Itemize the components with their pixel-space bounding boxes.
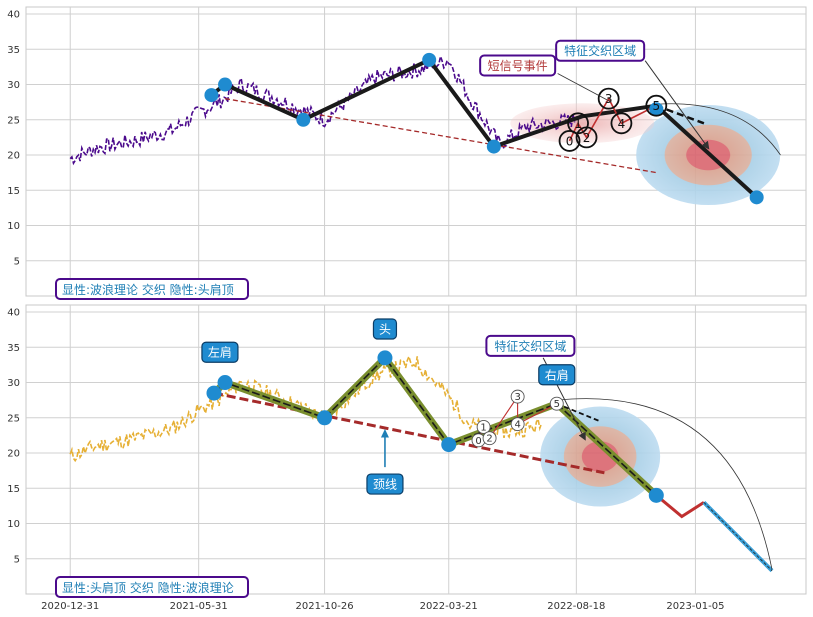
wave-number-circle <box>510 417 525 432</box>
left-shoulder-label: 左肩 <box>208 345 232 360</box>
wave-number-label: 4 <box>514 420 520 431</box>
wave-number-circle <box>645 94 668 117</box>
y-tick-label: 20 <box>7 449 20 460</box>
y-tick-label: 25 <box>7 413 20 424</box>
event-pointer <box>557 73 612 103</box>
y-tick-label: 20 <box>7 151 20 162</box>
pivot-marker <box>649 102 664 117</box>
wave-number-label: 1 <box>574 117 582 131</box>
right-shoulder-label-box <box>538 364 576 386</box>
pivot-marker <box>648 487 664 503</box>
x-tick-label: 2022-08-18 <box>547 601 605 612</box>
head-label: 头 <box>379 322 391 336</box>
feature-pointer <box>644 60 710 150</box>
projection-arc <box>556 398 773 570</box>
pivot-marker <box>377 350 393 366</box>
pivot-marker <box>422 52 437 67</box>
pivot-marker <box>217 375 233 391</box>
y-tick-label: 10 <box>7 519 20 530</box>
top-panel: 5 10 15 20 25 30 35 40 012 34 5 短信号事件 特征交织区域显性:波浪理论 … <box>7 6 807 300</box>
feature-label-box <box>485 334 576 357</box>
pivot-marker <box>206 385 222 401</box>
neckline <box>224 97 657 174</box>
x-tick-label: 2023-01-05 <box>666 601 724 612</box>
wave-tail-red <box>655 494 705 519</box>
event-label: 短信号事件 <box>488 59 548 73</box>
y-tick-label: 10 <box>7 221 20 232</box>
event-label-box <box>479 54 557 77</box>
y-tick-label: 30 <box>7 80 20 91</box>
wave-number-label: 5 <box>554 399 560 410</box>
y-tick-label: 40 <box>7 10 20 21</box>
feature-label: 特征交织区域 <box>494 338 566 353</box>
wave-number-circle <box>558 130 581 152</box>
sub-wave-line <box>568 96 657 142</box>
y-tick-label: 35 <box>7 343 20 354</box>
wave-number-circle <box>610 112 633 135</box>
neckline <box>213 391 605 475</box>
wave-number-label: 0 <box>566 134 574 148</box>
caption-box <box>55 576 249 598</box>
x-tick-label: 2022-03-21 <box>420 601 478 612</box>
pivot-marker <box>296 112 311 127</box>
left-shoulder-label-box <box>201 341 239 363</box>
y-tick-label: 40 <box>7 308 20 319</box>
feature-label-box <box>555 39 646 62</box>
y-tick-label: 35 <box>7 45 20 56</box>
y-tick-label: 30 <box>7 378 20 389</box>
wave-number-circle <box>476 419 491 434</box>
wave-number-circle <box>549 396 564 411</box>
neckline-label-box <box>366 473 404 495</box>
pivot-marker <box>749 190 764 205</box>
wave-number-label: 4 <box>618 117 626 131</box>
y-tick-label: 5 <box>14 256 20 267</box>
y-tick-label: 5 <box>14 554 20 565</box>
x-tick-label: 2020-12-31 <box>41 601 99 612</box>
wave-number-label: 3 <box>514 392 520 403</box>
right-shoulder-label: 右肩 <box>545 367 569 382</box>
neckline-arrow-head <box>380 429 389 438</box>
pivot-marker <box>218 77 233 92</box>
x-tick-label: 2021-05-31 <box>170 601 228 612</box>
neckline-label: 颈线 <box>373 478 397 492</box>
feature-label: 特征交织区域 <box>564 43 636 58</box>
plot-area <box>25 304 807 595</box>
y-tick-label: 25 <box>7 115 20 126</box>
caption: 显性:波浪理论 交织 隐性:头肩顶 <box>62 282 234 297</box>
y-tick-label: 15 <box>7 484 20 495</box>
wave-path <box>210 57 759 199</box>
wave-number-label: 3 <box>605 92 613 106</box>
price-series-line <box>69 53 576 166</box>
feature-zone-ellipse <box>540 406 661 507</box>
projection-arc <box>656 103 781 156</box>
pivot-marker <box>486 139 501 154</box>
wave-number-circle <box>575 126 598 149</box>
wave-number-circle <box>597 87 620 110</box>
wave-number-label: 1 <box>480 422 486 433</box>
wave-number-circle <box>482 431 497 446</box>
wave-tail-blue-core <box>703 502 773 571</box>
wave-number-label: 5 <box>652 99 660 113</box>
pivot-marker <box>441 437 457 453</box>
y-tick-label: 15 <box>7 186 20 197</box>
x-tick-label: 2021-10-26 <box>295 601 353 612</box>
projection-dash <box>655 104 705 125</box>
price-series-line <box>69 354 543 463</box>
wave-number-circle <box>510 389 525 404</box>
head-label-box <box>372 318 398 340</box>
caption: 显性:头肩顶 交织 隐性:波浪理论 <box>62 580 234 595</box>
pivot-marker <box>204 88 219 103</box>
caption-box <box>55 278 249 300</box>
wave-number-label: 2 <box>583 131 591 145</box>
pivot-marker <box>317 410 333 426</box>
wave-number-label: 2 <box>486 434 492 445</box>
wave-number-label: 0 <box>475 436 481 447</box>
